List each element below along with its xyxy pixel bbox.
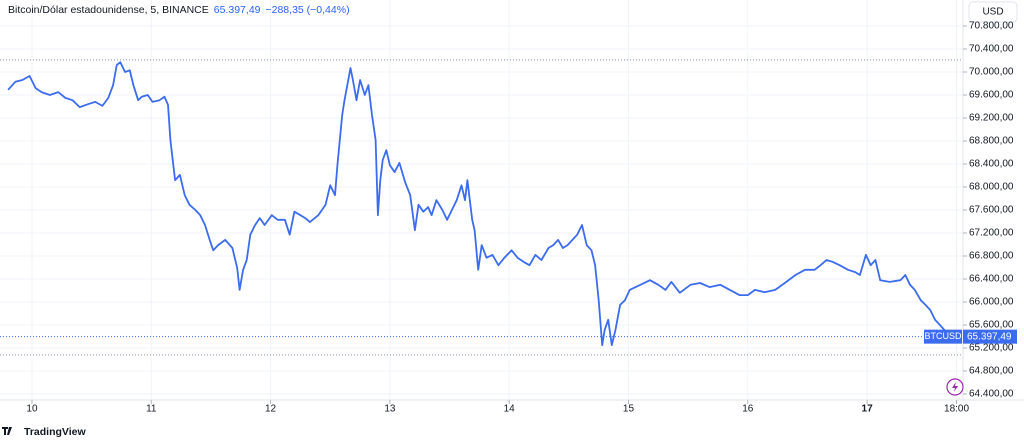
symbol-title: Bitcoin/Dólar estadounidense, 5, BINANCE [8,4,209,16]
price-tag-label: 65.397,49 [967,331,1012,342]
y-tick-label: 64.400,00 [969,389,1014,400]
y-tick-label: 70.400,00 [969,44,1014,55]
legend-header: Bitcoin/Dólar estadounidense, 5, BINANCE… [8,4,350,16]
y-tick-label: 70.000,00 [969,67,1014,78]
y-tick-label: 68.400,00 [969,159,1014,170]
price-tag [963,329,1017,344]
logo [2,427,12,435]
y-tick-label: 67.600,00 [969,205,1014,216]
x-tick-label: 14 [504,404,516,415]
events-bolt [952,382,958,392]
y-tick-label: 68.000,00 [969,182,1014,193]
x-tick-label: 17 [862,404,874,415]
y-tick-label: 64.800,00 [969,366,1014,377]
y-tick-label: 69.200,00 [969,113,1014,124]
x-tick-label: 11 [146,404,157,415]
price-line [7,61,954,346]
y-tick-label: 65.200,00 [969,343,1014,354]
y-tick-label: 66.800,00 [969,251,1014,262]
y-tick-label: 70.800,00 [969,21,1014,32]
x-tick-label: 13 [384,404,396,415]
x-tick-label: 10 [26,404,38,415]
currency-button[interactable] [968,1,1018,23]
y-tick-label: 68.800,00 [969,136,1014,147]
y-tick-label: 67.200,00 [969,228,1014,239]
symbol-tag-label: BTCUSD [924,331,962,341]
y-tick-label: 69.600,00 [969,90,1014,101]
branding[interactable]: TradingView [24,426,86,438]
x-tick-label: 18:00 [944,404,969,415]
symbol-tag [924,329,962,344]
x-tick-label: 15 [623,404,635,415]
y-tick-label: 66.400,00 [969,274,1014,285]
last-price: 65.397,49 [213,4,261,16]
currency-label: USD [982,7,1003,18]
price-change: −288,35 (−0,44%) [265,4,350,16]
y-tick-label: 66.000,00 [969,297,1014,308]
y-tick-label: 65.600,00 [969,320,1014,331]
x-tick-label: 12 [265,404,277,415]
x-tick-label: 16 [742,404,754,415]
